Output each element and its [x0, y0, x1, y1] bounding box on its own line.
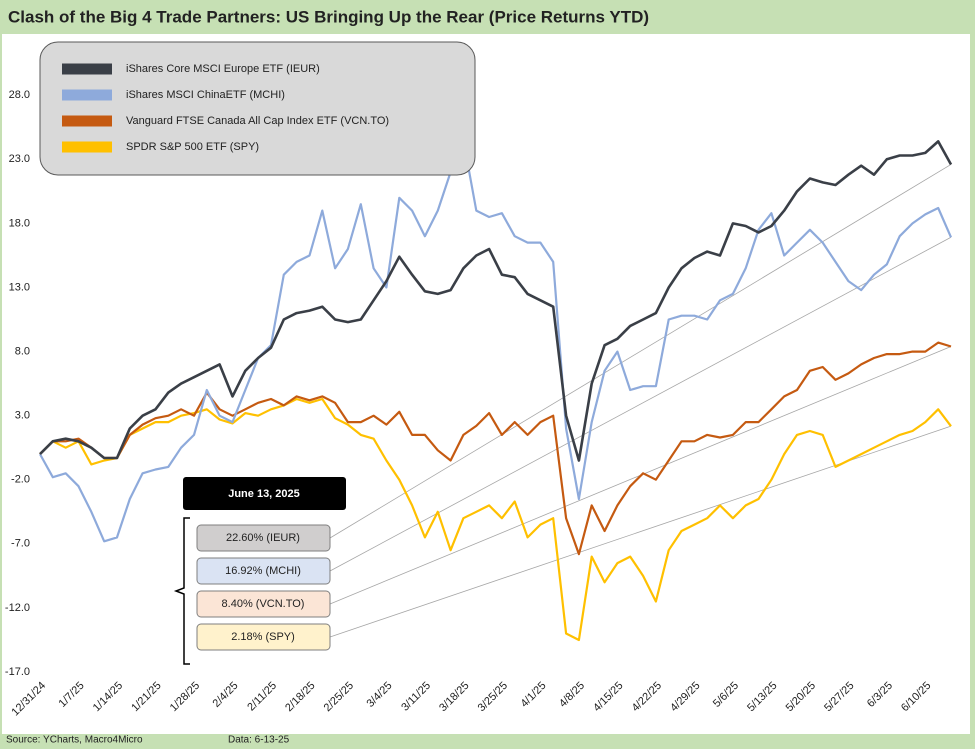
- y-tick-label: 23.0: [9, 153, 30, 165]
- annotation-date: June 13, 2025: [228, 488, 300, 500]
- y-tick-label: -7.0: [11, 538, 30, 550]
- y-tick-label: 28.0: [9, 89, 30, 101]
- value-label: 8.40% (VCN.TO): [222, 598, 305, 610]
- value-label: 16.92% (MCHI): [225, 565, 301, 577]
- value-label-box: [196, 524, 331, 552]
- y-tick-label: -12.0: [5, 602, 30, 614]
- series-line: [39, 341, 952, 556]
- value-label: 22.60% (IEUR): [226, 532, 300, 544]
- y-tick-label: 3.0: [15, 410, 30, 422]
- legend-label: SPDR S&P 500 ETF (SPY): [126, 141, 259, 153]
- y-tick-label: -2.0: [11, 474, 30, 486]
- legend-box: [39, 41, 476, 176]
- legend-label: iShares Core MSCI Europe ETF (IEUR): [126, 63, 320, 75]
- leader-line: [329, 236, 952, 572]
- value-label: 2.18% (SPY): [231, 631, 295, 643]
- value-label-box: [196, 557, 331, 585]
- y-tick-label: 18.0: [9, 217, 30, 229]
- y-tick-label: -17.0: [5, 666, 30, 678]
- leader-line: [329, 164, 952, 539]
- y-tick-label: 13.0: [9, 281, 30, 293]
- value-label-box: [196, 590, 331, 618]
- series-line: [39, 140, 953, 462]
- date-box: [183, 477, 346, 510]
- source: Source: YCharts, Macro4Micro: [6, 735, 143, 746]
- chart-title: Clash of the Big 4 Trade Partners: US Br…: [8, 7, 649, 26]
- legend-label: Vanguard FTSE Canada All Cap Index ETF (…: [126, 115, 389, 127]
- data-date: Data: 6-13-25: [228, 735, 290, 746]
- y-tick-label: 8.0: [15, 345, 30, 357]
- series-line: [39, 139, 953, 543]
- value-label-box: [196, 623, 331, 651]
- bracket: [173, 517, 190, 665]
- legend-label: iShares MSCI ChinaETF (MCHI): [126, 89, 285, 101]
